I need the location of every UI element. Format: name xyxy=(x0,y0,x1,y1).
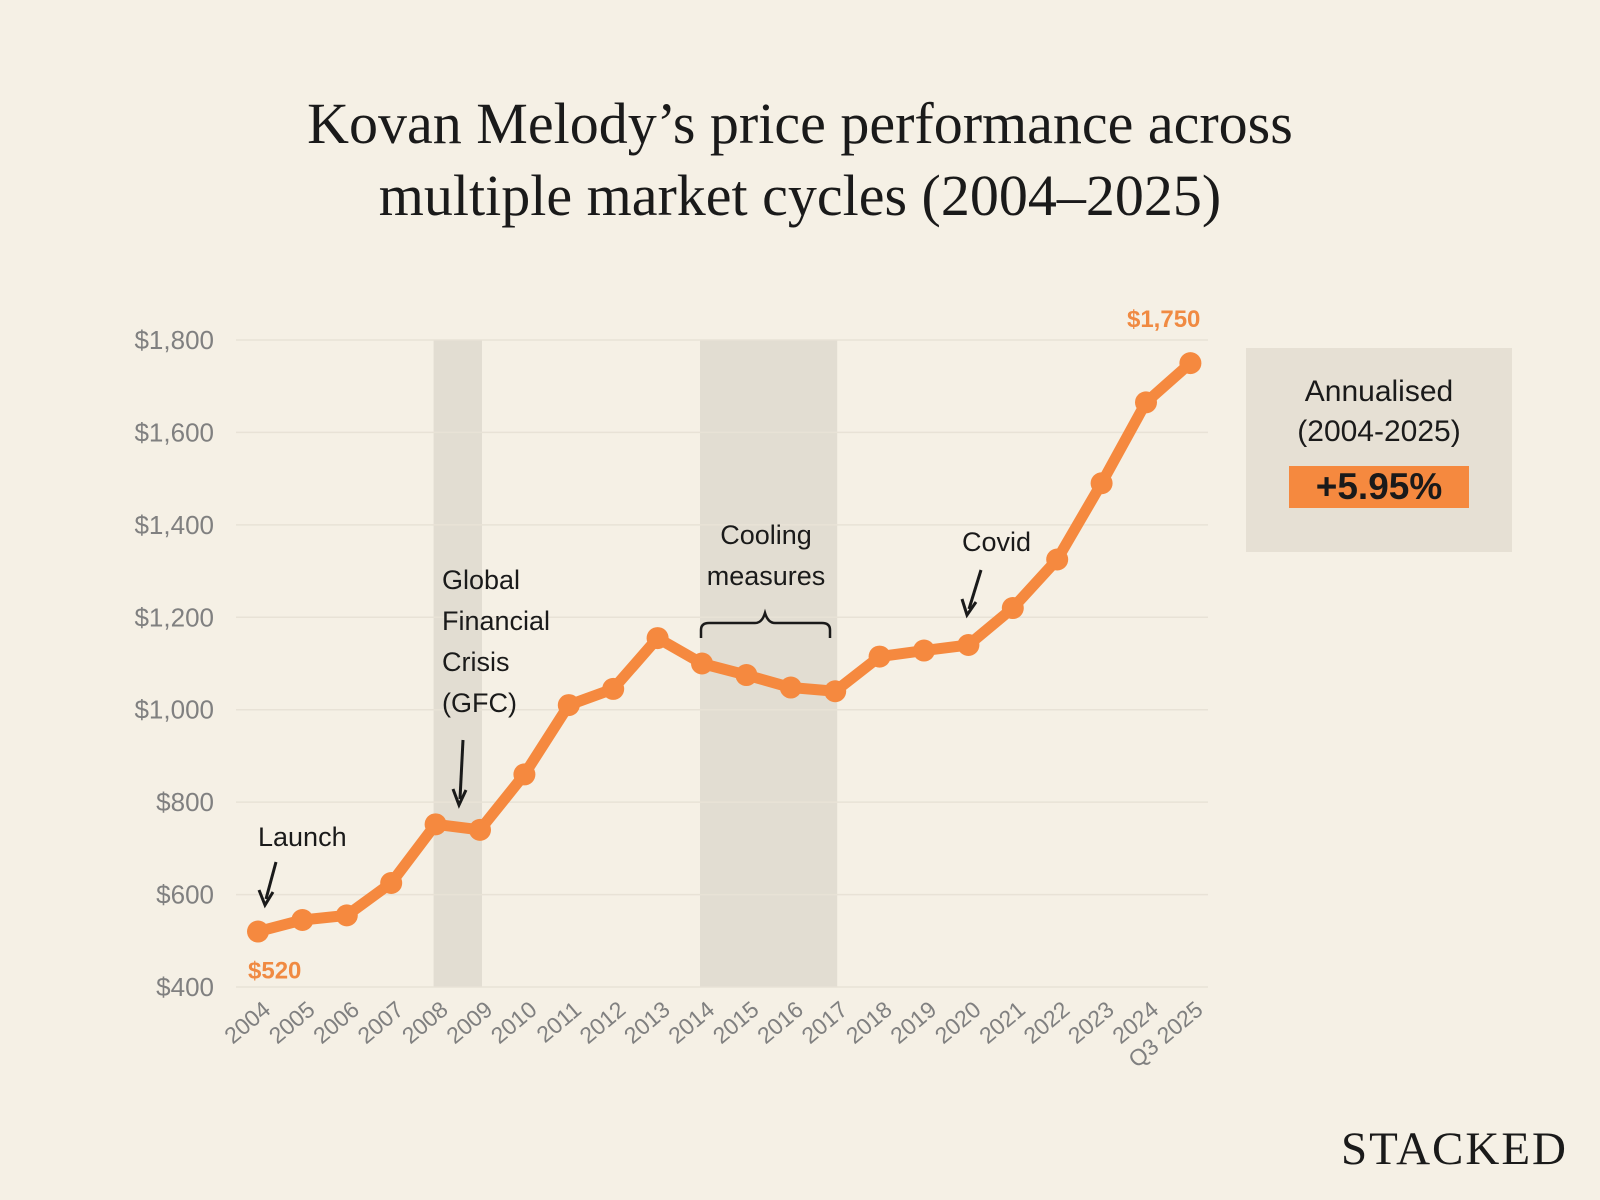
x-tick-label: 2009 xyxy=(441,996,497,1049)
data-point xyxy=(247,920,269,943)
annotation-cooling: Cooling measures xyxy=(699,520,832,638)
annualised-label-line2: (2004-2025) xyxy=(1297,415,1461,448)
data-point xyxy=(1135,391,1157,414)
x-tick-label: 2023 xyxy=(1063,996,1119,1049)
data-point xyxy=(957,634,980,657)
series-line xyxy=(252,357,1196,938)
annualised-panel: Annualised (2004-2025) +5.95% xyxy=(1246,348,1512,552)
data-label-last: $1,750 xyxy=(1127,306,1200,333)
annotation-launch-arrowhead xyxy=(257,889,275,909)
annualised-label-line1: Annualised xyxy=(1304,375,1454,408)
data-point xyxy=(1001,597,1024,620)
x-axis-ticks: 2004200520062007200820092010201120122013… xyxy=(219,996,1207,1073)
annotation-gfc-line3: Crisis xyxy=(442,647,510,677)
gridlines xyxy=(236,339,1208,988)
annotation-covid: Covid xyxy=(960,527,1031,619)
annotation-launch-arrow xyxy=(264,861,278,900)
x-tick-label: 2013 xyxy=(619,996,675,1049)
y-tick-label: $800 xyxy=(156,787,214,817)
data-point xyxy=(1046,548,1069,571)
data-point xyxy=(1090,472,1113,495)
price-series xyxy=(247,352,1202,943)
x-tick-label: 2022 xyxy=(1019,996,1075,1049)
data-point xyxy=(691,652,713,675)
annotation-cooling-brace xyxy=(699,608,832,638)
x-tick-label: 2015 xyxy=(708,996,764,1049)
chart-title-line1: Kovan Melody’s price performance across xyxy=(307,91,1293,156)
y-tick-label: $1,000 xyxy=(134,695,214,725)
annualised-value-badge: +5.95% xyxy=(1289,466,1469,508)
data-point xyxy=(602,677,625,700)
y-tick-label: $1,400 xyxy=(134,510,214,540)
x-tick-label: 2014 xyxy=(663,996,719,1049)
chart-title: Kovan Melody’s price performance across … xyxy=(0,88,1600,232)
data-point xyxy=(557,694,580,717)
x-tick-label: 2007 xyxy=(353,996,409,1049)
data-point xyxy=(868,645,891,668)
x-tick-label: 2016 xyxy=(752,996,808,1049)
x-tick-label: 2020 xyxy=(930,996,986,1049)
annotation-gfc-arrowhead xyxy=(451,788,468,809)
data-point xyxy=(469,818,491,841)
y-tick-label: $1,600 xyxy=(134,417,214,447)
data-point xyxy=(1179,352,1202,375)
annotation-cooling-line1: Cooling xyxy=(720,520,812,550)
annotation-launch-text: Launch xyxy=(258,822,347,852)
data-point xyxy=(779,676,802,699)
annotation-gfc-line1: Global xyxy=(442,565,520,595)
data-point xyxy=(913,639,935,662)
annotation-gfc-line2: Financial xyxy=(442,606,550,636)
data-point xyxy=(380,872,403,895)
x-tick-label: 2006 xyxy=(308,996,364,1049)
x-tick-label: 2021 xyxy=(974,996,1030,1049)
stacked-logo: STACKED xyxy=(1341,1123,1568,1175)
annotation-covid-arrowhead xyxy=(960,598,978,619)
annotation-covid-text: Covid xyxy=(962,527,1031,557)
data-point xyxy=(335,904,358,927)
annualised-label: Annualised (2004-2025) xyxy=(1246,372,1512,452)
x-tick-label: 2005 xyxy=(264,996,320,1049)
shaded-period-gfc xyxy=(433,340,482,987)
x-tick-label: 2008 xyxy=(397,996,453,1049)
y-axis-ticks: $400 $600 $800 $1,000 $1,200 $1,400 $1,600 $1,8… xyxy=(134,325,214,1002)
x-tick-label: 2012 xyxy=(575,996,631,1049)
data-point xyxy=(291,908,314,931)
data-point xyxy=(646,627,669,650)
y-tick-label: $400 xyxy=(156,972,214,1002)
annotation-cooling-line2: measures xyxy=(707,561,826,591)
data-point xyxy=(513,763,536,786)
data-point xyxy=(735,664,758,687)
annotation-gfc: Global Financial Crisis (GFC) xyxy=(442,565,550,809)
shaded-periods xyxy=(433,340,838,987)
y-tick-label: $1,200 xyxy=(134,602,214,632)
annotation-gfc-line4: (GFC) xyxy=(442,688,517,718)
x-tick-label: 2018 xyxy=(841,996,897,1049)
data-point xyxy=(424,813,447,836)
annotation-gfc-arrow xyxy=(458,739,465,800)
annotation-launch: Launch xyxy=(257,822,347,909)
annotation-covid-arrow xyxy=(967,569,983,610)
x-tick-label: 2017 xyxy=(797,996,853,1049)
y-tick-label: $600 xyxy=(156,880,214,910)
x-tick-label: 2019 xyxy=(885,996,941,1049)
x-tick-label: 2004 xyxy=(219,996,275,1049)
x-tick-label: 2010 xyxy=(486,996,542,1049)
y-tick-label: $1,800 xyxy=(134,325,214,355)
data-label-first: $520 xyxy=(248,958,301,985)
x-tick-label: 2011 xyxy=(531,996,586,1048)
data-point xyxy=(824,680,847,703)
chart-title-line2: multiple market cycles (2004–2025) xyxy=(378,163,1222,228)
